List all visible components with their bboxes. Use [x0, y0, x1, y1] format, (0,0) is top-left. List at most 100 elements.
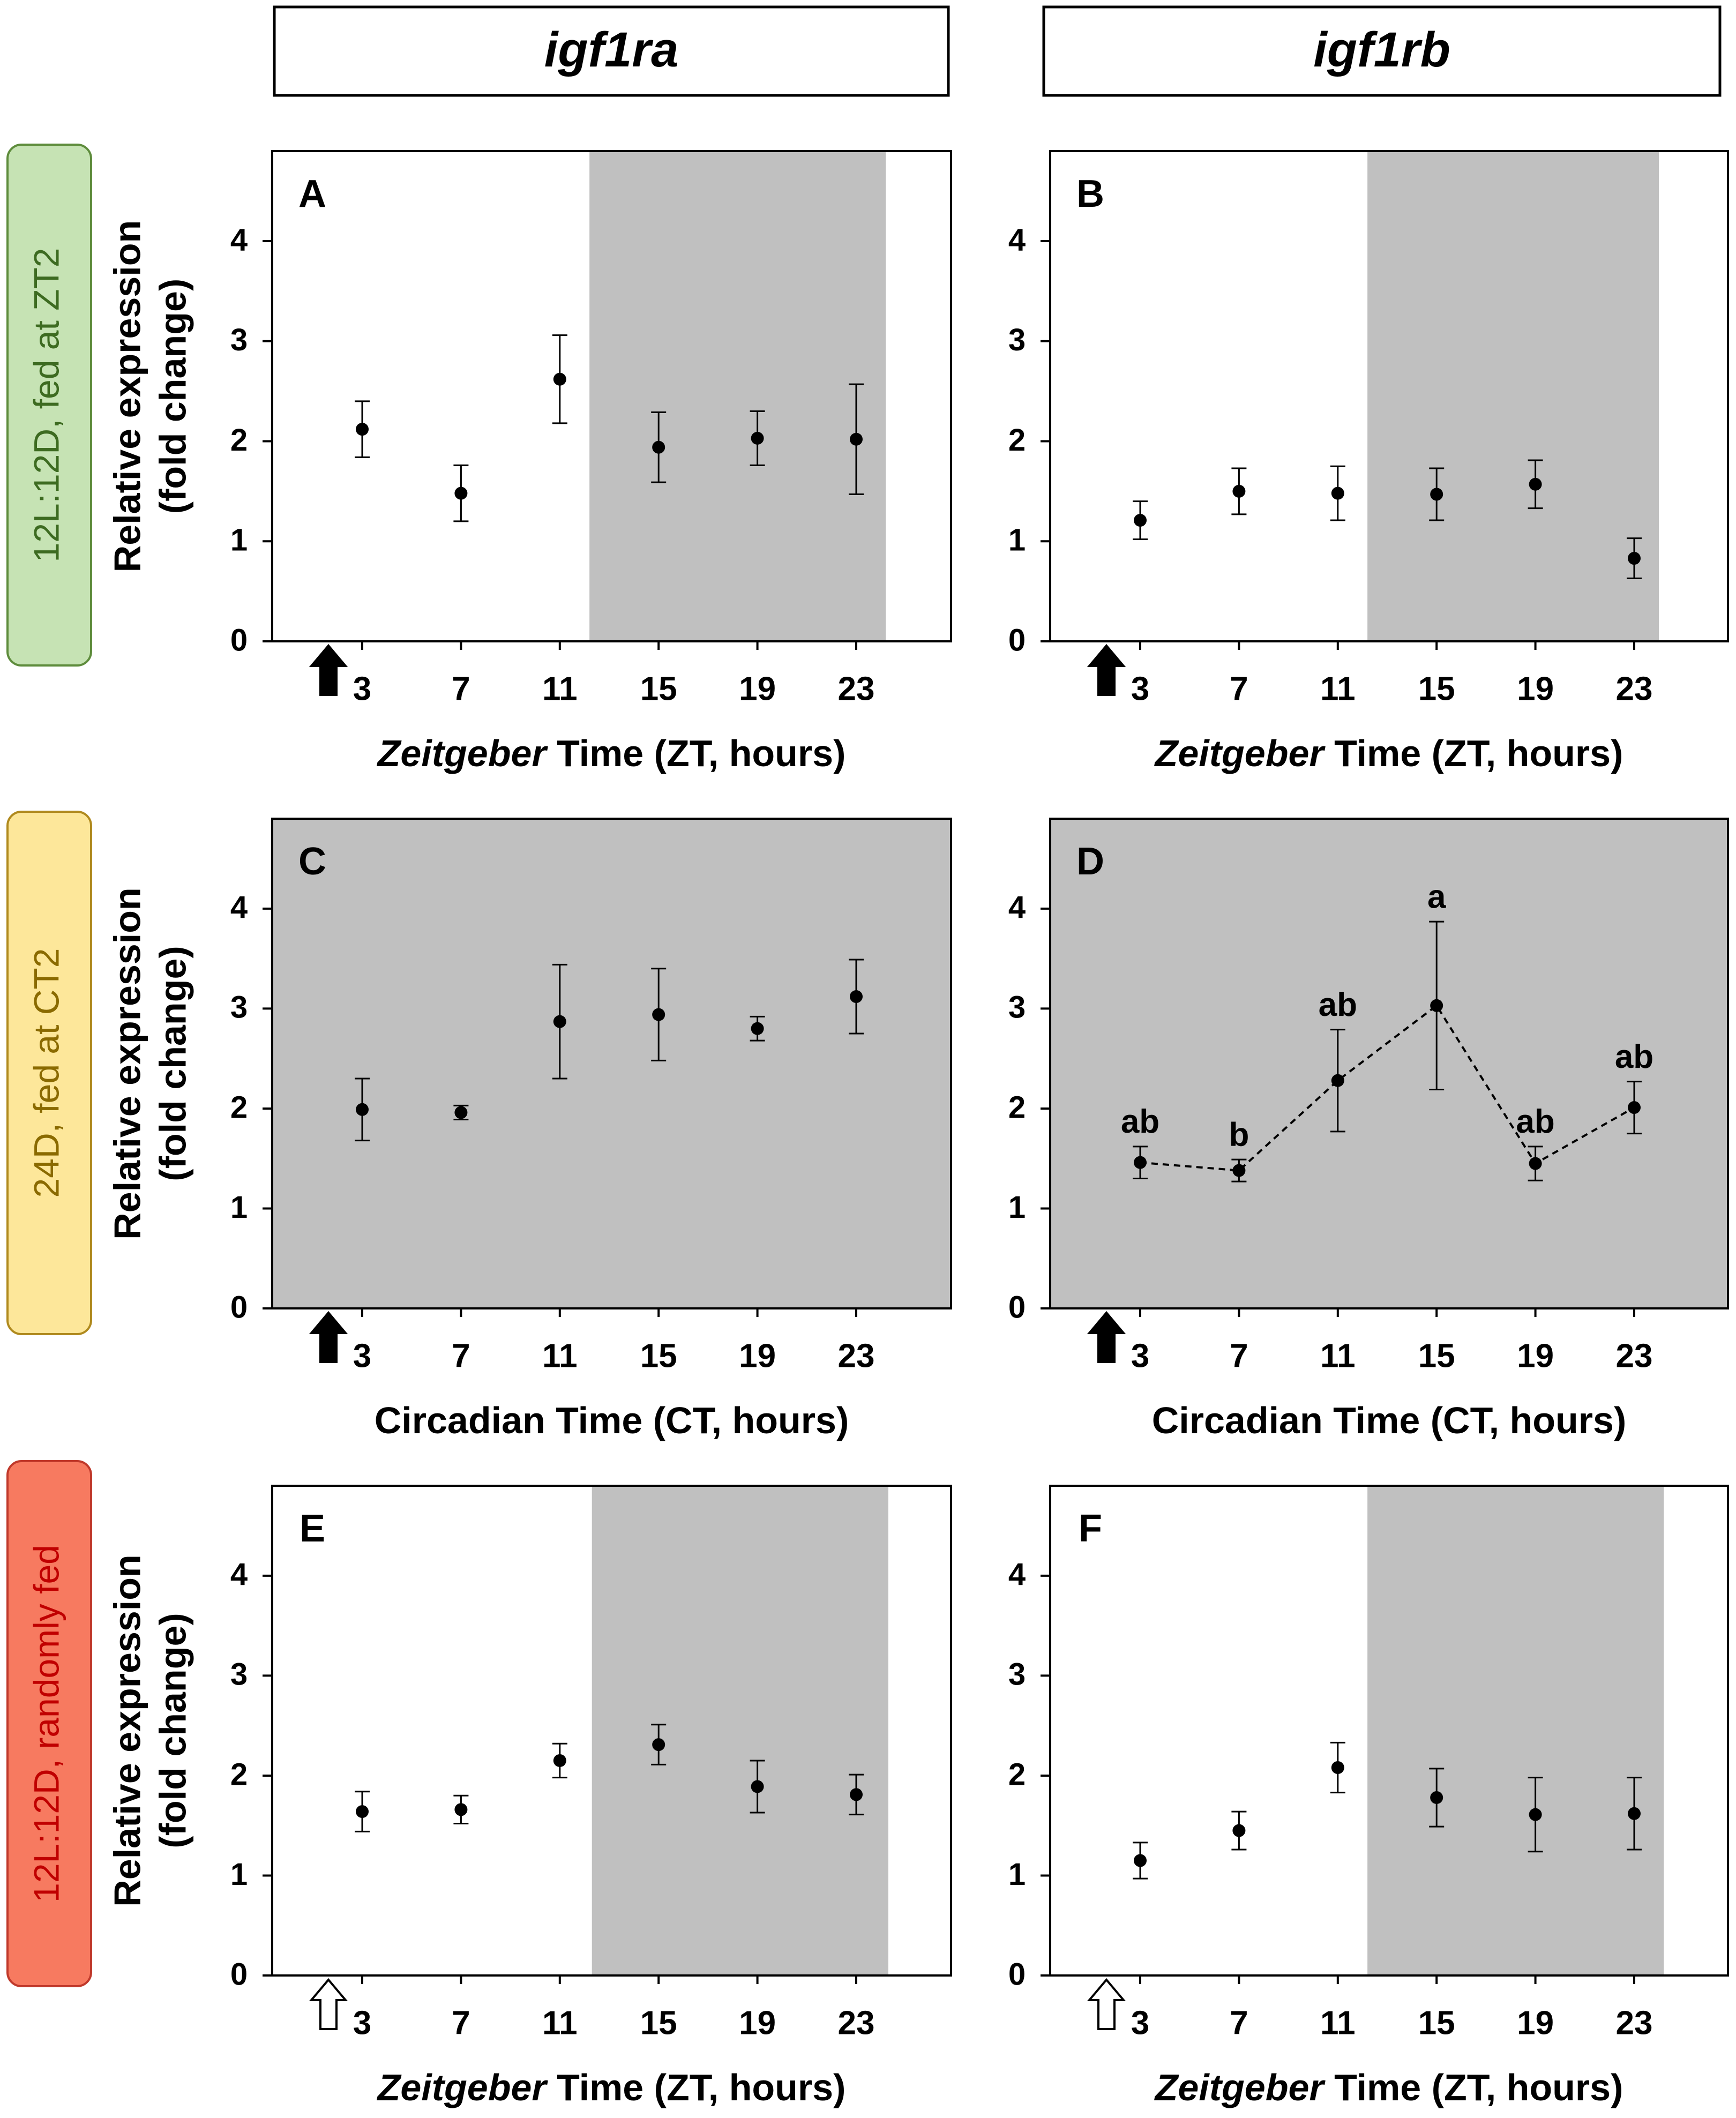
data-point	[1628, 1101, 1641, 1114]
y-axis-title-line1: Relative expression	[106, 220, 148, 573]
x-tick-label: 11	[542, 2004, 578, 2041]
y-tick-label: 4	[1008, 222, 1026, 257]
y-tick-label: 2	[230, 423, 248, 458]
data-point	[1430, 488, 1443, 501]
data-point	[751, 1780, 764, 1793]
panel-letter: B	[1076, 173, 1104, 215]
feeding-arrow-filled-icon	[1087, 643, 1126, 696]
x-tick-label: 7	[452, 1337, 470, 1374]
column-header-title: igf1ra	[544, 23, 679, 77]
feeding-arrow-hollow-icon	[309, 1978, 348, 2030]
y-tick-label: 0	[1008, 623, 1026, 657]
data-point	[356, 1805, 369, 1818]
y-axis-title-line2: (fold change)	[152, 1613, 193, 1848]
y-axis-title-line2: (fold change)	[152, 279, 193, 514]
plot-frame	[1049, 1485, 1729, 1977]
x-tick-label: 3	[1131, 2004, 1149, 2041]
row-label-text: 24D, fed at CT2	[26, 948, 66, 1198]
data-point	[1430, 1791, 1443, 1804]
y-tick-label: 0	[230, 623, 248, 657]
data-point	[1331, 487, 1344, 500]
y-tick-label: 4	[1008, 890, 1026, 925]
row-label-1: 12L:12D, fed at ZT2	[6, 144, 92, 667]
significance-letter: ab	[1319, 986, 1357, 1023]
x-tick-label: 7	[1230, 670, 1248, 707]
plot-frame	[271, 1485, 952, 1977]
data-point	[454, 1106, 468, 1119]
data-point	[751, 431, 764, 445]
column-header-box	[1042, 5, 1722, 97]
data-point	[553, 372, 566, 386]
y-tick-label: 4	[1008, 1557, 1026, 1592]
x-axis-title-rest: Time (ZT, hours)	[1324, 2067, 1623, 2108]
feeding-arrow-filled-icon	[309, 643, 348, 696]
data-point	[850, 990, 863, 1004]
feeding-arrow-hollow-icon	[1087, 1978, 1126, 2030]
series-line	[1140, 1004, 1635, 1172]
feeding-arrow-filled-icon	[1087, 1311, 1126, 1363]
column-header-igf1ra: igf1ra	[273, 5, 950, 97]
panel-letter: E	[300, 1507, 325, 1550]
x-axis-title: Zeitgeber Time (ZT, hours)	[1154, 2067, 1623, 2108]
x-tick-label: 19	[739, 670, 776, 707]
data-point	[1232, 1164, 1246, 1177]
y-tick-label: 2	[230, 1757, 248, 1792]
x-axis-title-rest: Circadian Time (CT, hours)	[375, 1399, 849, 1441]
x-tick-label: 23	[838, 670, 875, 707]
y-tick-label: 4	[230, 1557, 248, 1592]
dark-phase-shading	[589, 151, 886, 641]
y-tick-label: 0	[1008, 1290, 1026, 1324]
dark-phase-shading	[592, 1486, 888, 1975]
y-tick-label: 2	[1008, 1090, 1026, 1125]
column-header-box	[273, 5, 950, 97]
dark-phase-shading	[272, 819, 951, 1308]
data-point	[652, 440, 665, 454]
data-point	[356, 423, 369, 436]
x-tick-label: 3	[353, 1337, 371, 1374]
x-tick-label: 23	[1616, 2004, 1653, 2041]
x-tick-label: 3	[353, 670, 371, 707]
y-tick-label: 2	[230, 1090, 248, 1125]
x-tick-label: 15	[1418, 670, 1455, 707]
row-label-box	[6, 144, 92, 667]
y-axis-title-line1: Relative expression	[106, 887, 148, 1240]
data-point	[1331, 1074, 1344, 1087]
plot-frame	[271, 150, 952, 642]
y-tick-label: 3	[230, 990, 248, 1025]
x-tick-label: 19	[1517, 670, 1554, 707]
y-tick-label: 4	[230, 890, 248, 925]
x-tick-label: 3	[1131, 670, 1149, 707]
x-tick-label: 7	[1230, 2004, 1248, 2041]
y-tick-label: 1	[230, 523, 248, 558]
significance-letter: a	[1427, 879, 1446, 916]
panel-letter: F	[1079, 1507, 1102, 1550]
significance-letter: b	[1229, 1116, 1249, 1153]
y-tick-label: 0	[230, 1290, 248, 1324]
x-axis-title-italic: Zeitgeber	[377, 732, 549, 774]
x-axis-title: Zeitgeber Time (ZT, hours)	[1154, 732, 1623, 774]
x-tick-label: 15	[640, 2004, 677, 2041]
x-tick-label: 11	[542, 1337, 578, 1374]
data-point	[850, 432, 863, 446]
dark-phase-shading	[1367, 1486, 1664, 1975]
x-tick-label: 11	[1320, 670, 1356, 707]
x-tick-label: 15	[640, 1337, 677, 1374]
x-tick-label: 19	[739, 1337, 776, 1374]
data-point	[454, 487, 468, 500]
data-point	[1232, 484, 1246, 498]
data-point	[1134, 514, 1147, 527]
x-tick-label: 23	[1616, 1337, 1653, 1374]
data-point	[553, 1015, 566, 1028]
y-tick-label: 2	[1008, 423, 1026, 458]
data-point	[1628, 1807, 1641, 1820]
panel-letter: A	[298, 173, 326, 215]
row-label-3: 12L:12D, randomly fed	[6, 1460, 92, 1987]
data-point	[356, 1103, 369, 1116]
x-tick-label: 15	[1418, 1337, 1455, 1374]
plot-frame	[271, 818, 952, 1309]
column-header-title: igf1rb	[1313, 23, 1450, 77]
